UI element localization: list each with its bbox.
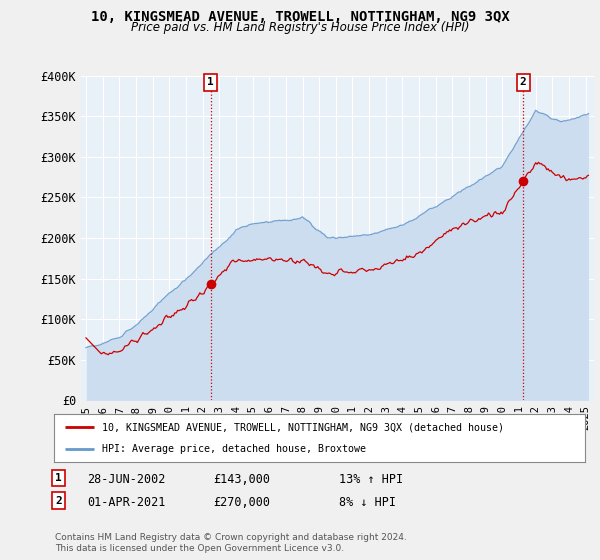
Text: 8% ↓ HPI: 8% ↓ HPI bbox=[339, 496, 396, 508]
Text: 10, KINGSMEAD AVENUE, TROWELL, NOTTINGHAM, NG9 3QX: 10, KINGSMEAD AVENUE, TROWELL, NOTTINGHA… bbox=[91, 10, 509, 24]
Text: HPI: Average price, detached house, Broxtowe: HPI: Average price, detached house, Brox… bbox=[102, 444, 366, 454]
Text: £270,000: £270,000 bbox=[213, 496, 270, 508]
Text: £143,000: £143,000 bbox=[213, 473, 270, 486]
Text: 13% ↑ HPI: 13% ↑ HPI bbox=[339, 473, 403, 486]
Text: 01-APR-2021: 01-APR-2021 bbox=[87, 496, 166, 508]
Text: 10, KINGSMEAD AVENUE, TROWELL, NOTTINGHAM, NG9 3QX (detached house): 10, KINGSMEAD AVENUE, TROWELL, NOTTINGHA… bbox=[102, 422, 504, 432]
Text: 2: 2 bbox=[55, 496, 62, 506]
Text: Price paid vs. HM Land Registry's House Price Index (HPI): Price paid vs. HM Land Registry's House … bbox=[131, 21, 469, 34]
Text: 1: 1 bbox=[208, 77, 214, 87]
Text: Contains HM Land Registry data © Crown copyright and database right 2024.
This d: Contains HM Land Registry data © Crown c… bbox=[55, 533, 407, 553]
Text: 2: 2 bbox=[520, 77, 527, 87]
Text: 1: 1 bbox=[55, 473, 62, 483]
Text: 28-JUN-2002: 28-JUN-2002 bbox=[87, 473, 166, 486]
